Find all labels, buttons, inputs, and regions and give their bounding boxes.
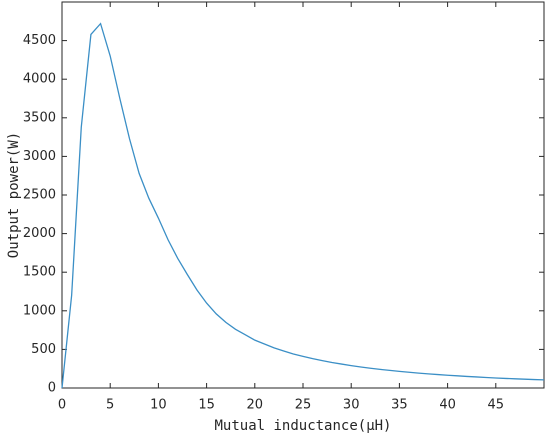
y-tick-label: 1000 — [23, 303, 56, 318]
y-tick-label: 4000 — [23, 72, 56, 87]
y-tick-label: 2000 — [23, 226, 56, 241]
x-axis-label: Mutual inductance(μH) — [214, 418, 391, 434]
y-tick-label: 3500 — [23, 110, 56, 125]
x-tick-label: 25 — [295, 398, 312, 413]
x-tick-label: 15 — [198, 398, 215, 413]
y-tick-label: 4500 — [23, 33, 56, 48]
y-tick-label: 0 — [48, 381, 56, 396]
y-tick-label: 3000 — [23, 149, 56, 164]
x-tick-label: 30 — [343, 398, 360, 413]
y-tick-label: 1500 — [23, 265, 56, 280]
data-line — [61, 22, 545, 389]
y-axis-label: Output power(W) — [6, 132, 22, 258]
x-tick-label: 10 — [150, 398, 167, 413]
x-tick-label: 5 — [106, 398, 114, 413]
x-tick-label: 35 — [391, 398, 408, 413]
y-tick-label: 2500 — [23, 188, 56, 203]
y-tick-label: 500 — [31, 342, 56, 357]
x-tick-label: 0 — [58, 398, 66, 413]
plot-frame — [61, 1, 545, 389]
x-tick-label: 40 — [439, 398, 456, 413]
x-tick-label: 45 — [488, 398, 505, 413]
x-tick-label: 20 — [247, 398, 264, 413]
